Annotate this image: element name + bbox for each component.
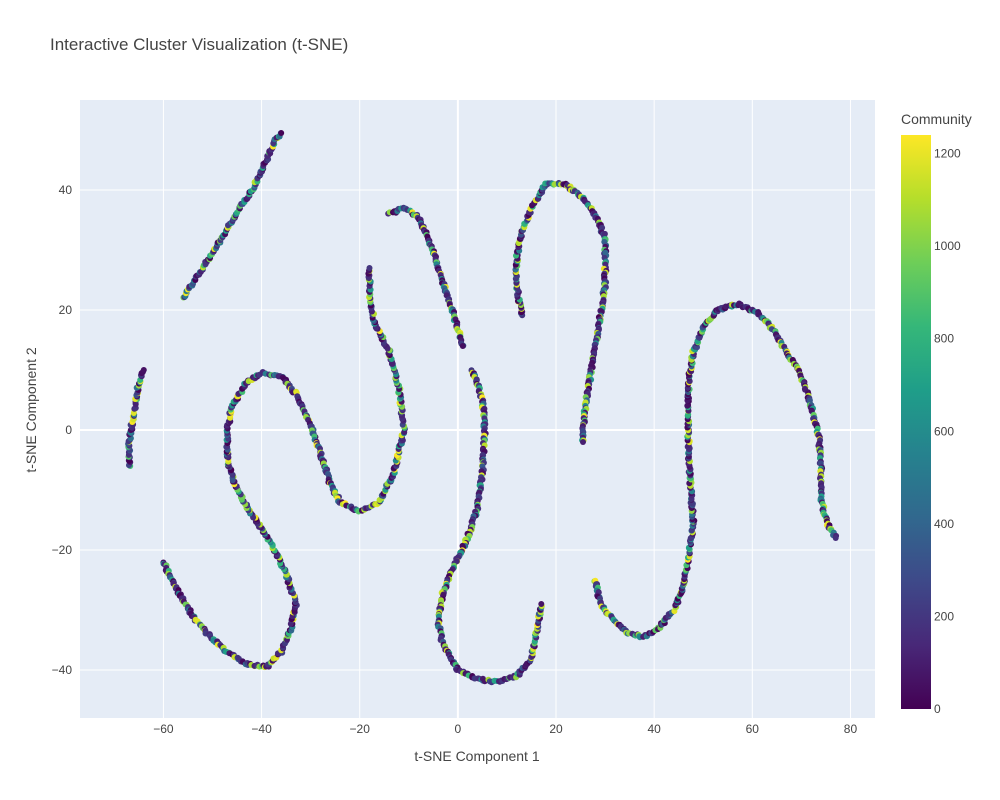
x-tick-label: 80 xyxy=(844,722,858,736)
x-axis-ticks: −60 −40 −20 0 20 40 60 80 xyxy=(153,722,857,736)
colorbar-ticks: 0 200 400 600 800 1000 1200 xyxy=(934,147,961,716)
grid-lines xyxy=(80,100,875,718)
colorbar-tick-label: 1200 xyxy=(934,147,961,161)
colorbar-tick-label: 0 xyxy=(934,702,941,716)
scatter-point[interactable] xyxy=(366,265,373,271)
scatter-point[interactable] xyxy=(538,601,545,607)
x-tick-label: −60 xyxy=(153,722,174,736)
y-tick-label: −20 xyxy=(52,543,73,557)
x-tick-label: 40 xyxy=(647,722,661,736)
x-tick-label: −40 xyxy=(251,722,272,736)
x-tick-label: 60 xyxy=(746,722,760,736)
y-tick-label: 20 xyxy=(59,303,73,317)
scatter-point[interactable] xyxy=(278,130,285,136)
x-axis-title: t-SNE Component 1 xyxy=(414,748,539,764)
x-tick-label: 0 xyxy=(455,722,462,736)
y-axis-title: t-SNE Component 2 xyxy=(23,347,39,472)
chart-title: Interactive Cluster Visualization (t-SNE… xyxy=(50,35,348,54)
colorbar[interactable] xyxy=(901,135,931,709)
colorbar-tick-label: 200 xyxy=(934,609,954,623)
plot-area[interactable] xyxy=(80,100,875,718)
y-tick-label: 0 xyxy=(65,423,72,437)
colorbar-tick-label: 400 xyxy=(934,517,954,531)
scatter-point[interactable] xyxy=(140,367,147,373)
colorbar-tick-label: 800 xyxy=(934,332,954,346)
colorbar-tick-label: 600 xyxy=(934,424,954,438)
colorbar-tick-label: 1000 xyxy=(934,239,961,253)
scatter-point[interactable] xyxy=(832,535,839,541)
colorbar-title: Community xyxy=(901,111,972,127)
y-axis-ticks: −40 −20 0 20 40 xyxy=(52,183,73,677)
y-tick-label: 40 xyxy=(59,183,73,197)
scatter-point[interactable] xyxy=(580,439,586,445)
y-tick-label: −40 xyxy=(52,663,73,677)
x-tick-label: 20 xyxy=(549,722,563,736)
x-tick-label: −20 xyxy=(350,722,371,736)
data-points[interactable] xyxy=(125,130,840,686)
scatter-point[interactable] xyxy=(459,343,466,349)
